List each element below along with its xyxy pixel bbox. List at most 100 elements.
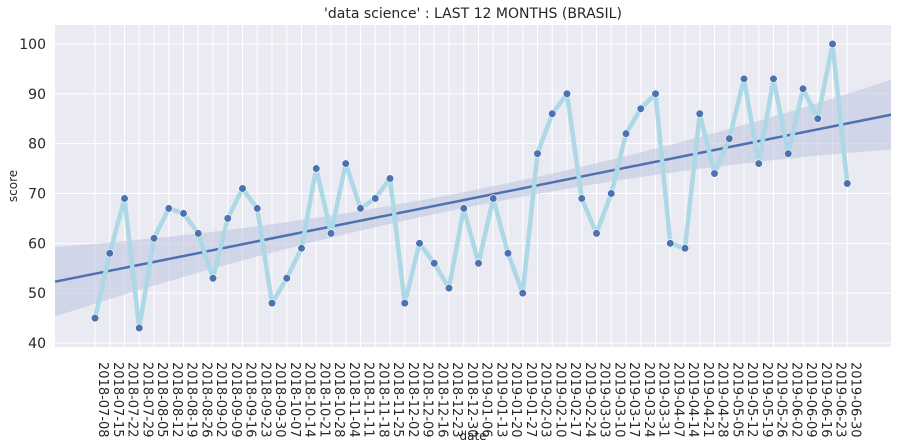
data-point <box>813 114 822 123</box>
data-point <box>415 239 424 248</box>
data-point <box>503 249 513 258</box>
data-point <box>798 84 808 93</box>
x-tick-label: 2019-03-03 <box>597 362 612 438</box>
data-point <box>341 159 350 168</box>
data-point <box>223 214 232 223</box>
x-tick-label: 2018-10-21 <box>316 362 331 438</box>
x-tick-label: 2018-09-16 <box>243 362 258 438</box>
data-point <box>607 189 616 198</box>
x-tick-label: 2019-06-02 <box>788 362 803 438</box>
data-point <box>489 194 498 203</box>
x-tick-label: 2018-12-23 <box>449 362 464 438</box>
data-point <box>238 184 247 193</box>
y-tick-label: 70 <box>28 186 46 202</box>
trend-line <box>54 113 892 283</box>
x-tick-label: 2019-06-30 <box>847 362 862 438</box>
data-point <box>666 239 675 248</box>
data-point <box>636 104 645 113</box>
data-point <box>739 74 749 83</box>
y-axis-label: score <box>6 170 20 202</box>
y-tick-label: 60 <box>28 236 46 252</box>
x-tick-label: 2019-05-05 <box>729 362 744 438</box>
data-point <box>90 313 100 323</box>
x-tick-label: 2018-08-12 <box>169 362 184 438</box>
x-tick-label: 2019-05-19 <box>759 362 774 438</box>
x-tick-label: 2018-07-22 <box>125 362 140 438</box>
data-point <box>267 299 277 308</box>
y-ticks: 40 50 60 70 80 90 100 <box>19 37 46 352</box>
x-tick-label: 2018-09-30 <box>272 362 287 438</box>
data-point <box>651 89 660 98</box>
x-tick-label: 2019-06-09 <box>803 362 818 438</box>
y-tick-label: 50 <box>28 286 46 302</box>
x-tick-label: 2019-01-20 <box>508 362 523 438</box>
x-tick-label: 2018-11-18 <box>375 362 390 438</box>
data-point <box>400 299 409 308</box>
x-tick-label: 2019-05-26 <box>774 362 789 438</box>
x-tick-label: 2018-12-09 <box>420 362 435 438</box>
data-point <box>784 149 793 158</box>
x-tick-label: 2018-08-05 <box>154 362 169 438</box>
x-tick-label: 2019-03-24 <box>641 362 656 438</box>
x-tick-label: 2019-01-27 <box>523 362 538 438</box>
data-point <box>208 274 218 283</box>
x-tick-label: 2018-07-15 <box>110 362 125 438</box>
data-point <box>592 229 601 238</box>
data-point <box>621 129 631 138</box>
data-point <box>135 323 144 333</box>
data-point <box>725 134 734 143</box>
x-tick-label: 2018-07-08 <box>95 362 110 438</box>
x-tick-label: 2019-03-17 <box>626 362 641 438</box>
data-point <box>164 204 173 213</box>
data-point <box>843 179 852 188</box>
x-tick-label: 2019-03-10 <box>611 362 626 438</box>
x-tick-label: 2018-11-04 <box>346 362 361 438</box>
x-tick-label: 2019-01-13 <box>493 362 508 438</box>
x-tick-label: 2018-12-02 <box>405 362 420 438</box>
data-point <box>120 194 129 203</box>
data-point <box>312 164 321 173</box>
x-ticks: 2018-07-08 2018-07-15 2018-07-22 2018-07-29… <box>95 362 862 438</box>
x-tick-label: 2019-02-03 <box>538 362 553 438</box>
x-tick-label: 2019-02-17 <box>567 362 582 438</box>
data-point <box>474 259 483 268</box>
data-point <box>326 229 336 238</box>
x-tick-label: 2018-08-26 <box>198 362 213 438</box>
data-point <box>149 234 159 243</box>
series-group <box>54 39 892 333</box>
data-point <box>459 204 468 213</box>
x-tick-label: 2018-08-19 <box>184 362 199 438</box>
x-tick-label: 2019-02-24 <box>582 362 597 438</box>
data-point <box>371 194 380 203</box>
x-tick-label: 2019-05-12 <box>744 362 759 438</box>
data-point <box>533 149 542 158</box>
y-tick-label: 40 <box>28 336 46 352</box>
chart-title: 'data science' : LAST 12 MONTHS (BRASIL) <box>324 6 622 22</box>
y-tick-label: 90 <box>28 87 46 103</box>
x-tick-label: 2018-12-16 <box>434 362 449 438</box>
plot-background <box>55 25 891 347</box>
data-point <box>548 109 557 118</box>
x-tick-label: 2018-12-30 <box>464 362 479 438</box>
data-point <box>444 284 454 293</box>
x-axis-label: date <box>459 429 486 443</box>
data-point <box>430 259 439 268</box>
x-tick-label: 2019-02-10 <box>552 362 567 438</box>
data-point <box>562 89 572 98</box>
x-tick-label: 2018-10-14 <box>302 362 317 438</box>
data-point <box>518 289 527 298</box>
x-tick-label: 2018-09-02 <box>213 362 228 438</box>
grid <box>55 25 891 347</box>
data-point <box>194 229 203 238</box>
data-point <box>179 209 188 218</box>
data-point <box>577 194 586 203</box>
data-point <box>385 174 395 183</box>
x-tick-label: 2019-04-07 <box>670 362 685 438</box>
data-point <box>680 244 690 253</box>
x-tick-label: 2019-04-21 <box>700 362 715 438</box>
x-tick-label: 2018-10-07 <box>287 362 302 438</box>
x-tick-label: 2019-04-28 <box>715 362 730 438</box>
x-tick-label: 2018-11-11 <box>361 362 376 438</box>
data-point <box>695 109 704 118</box>
